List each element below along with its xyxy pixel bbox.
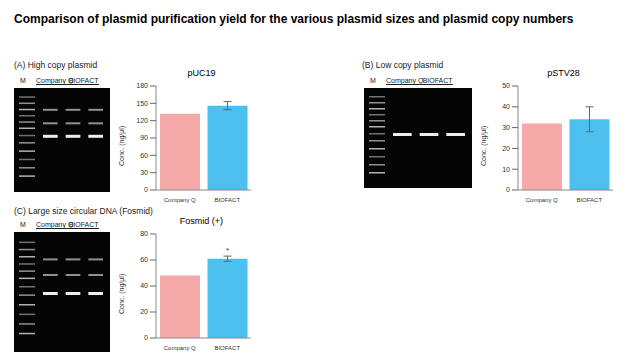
svg-text:40: 40	[140, 282, 148, 289]
svg-text:*: *	[226, 246, 229, 255]
svg-text:0: 0	[506, 186, 510, 193]
svg-text:Conc. (ng/μl): Conc. (ng/μl)	[480, 126, 488, 166]
svg-text:Conc. (ng/μl): Conc. (ng/μl)	[118, 274, 126, 314]
svg-text:40: 40	[502, 103, 510, 110]
html-text:(A) High copy plasmid: (A) High copy plasmid	[14, 60, 98, 70]
svg-text:BIOFACT: BIOFACT	[576, 197, 602, 203]
svg-text:30: 30	[140, 169, 148, 176]
html-text:Company Q: Company Q	[36, 221, 74, 228]
svg-text:120: 120	[136, 117, 148, 124]
svg-text:20: 20	[502, 145, 510, 152]
svg-text:BIOFACT: BIOFACT	[214, 345, 240, 351]
html-text:M: M	[20, 77, 26, 84]
html-text:(B) Low copy plasmid: (B) Low copy plasmid	[362, 60, 444, 70]
svg-text:10: 10	[502, 166, 510, 173]
svg-text:20: 20	[140, 308, 148, 315]
svg-text:BIOFACT: BIOFACT	[214, 197, 240, 203]
html-text:pSTV28: pSTV28	[547, 68, 580, 78]
svg-text:80: 80	[140, 230, 148, 237]
html-text:Comparison of plasmid purifica: Comparison of plasmid purification yield…	[14, 12, 574, 26]
svg-text:Company Q: Company Q	[526, 197, 558, 203]
svg-text:Conc. (ng/μl): Conc. (ng/μl)	[118, 126, 126, 166]
svg-text:Company Q: Company Q	[164, 197, 196, 203]
svg-text:0: 0	[144, 334, 148, 341]
html-text:BIOFACT: BIOFACT	[68, 77, 99, 84]
svg-text:50: 50	[502, 82, 510, 89]
svg-text:60: 60	[140, 256, 148, 263]
html-text:Company Q BIOFACT: Company Q BIOFACT	[386, 77, 453, 84]
svg-text:90: 90	[140, 134, 148, 141]
html-text:(C) Large size circular DNA (F: (C) Large size circular DNA (Fosmid)	[14, 206, 153, 216]
svg-text:150: 150	[136, 100, 148, 107]
html-text:Company Q: Company Q	[36, 77, 74, 84]
svg-text:0: 0	[144, 186, 148, 193]
html-text:M: M	[370, 77, 376, 84]
html-text:pUC19: pUC19	[187, 68, 216, 78]
html-text:M: M	[20, 221, 26, 228]
svg-text:180: 180	[136, 82, 148, 89]
html-text:Fosmid (+): Fosmid (+)	[179, 216, 224, 226]
html-text:BIOFACT: BIOFACT	[68, 221, 99, 228]
svg-text:Company Q: Company Q	[164, 345, 196, 351]
svg-text:60: 60	[140, 152, 148, 159]
svg-text:30: 30	[502, 124, 510, 131]
